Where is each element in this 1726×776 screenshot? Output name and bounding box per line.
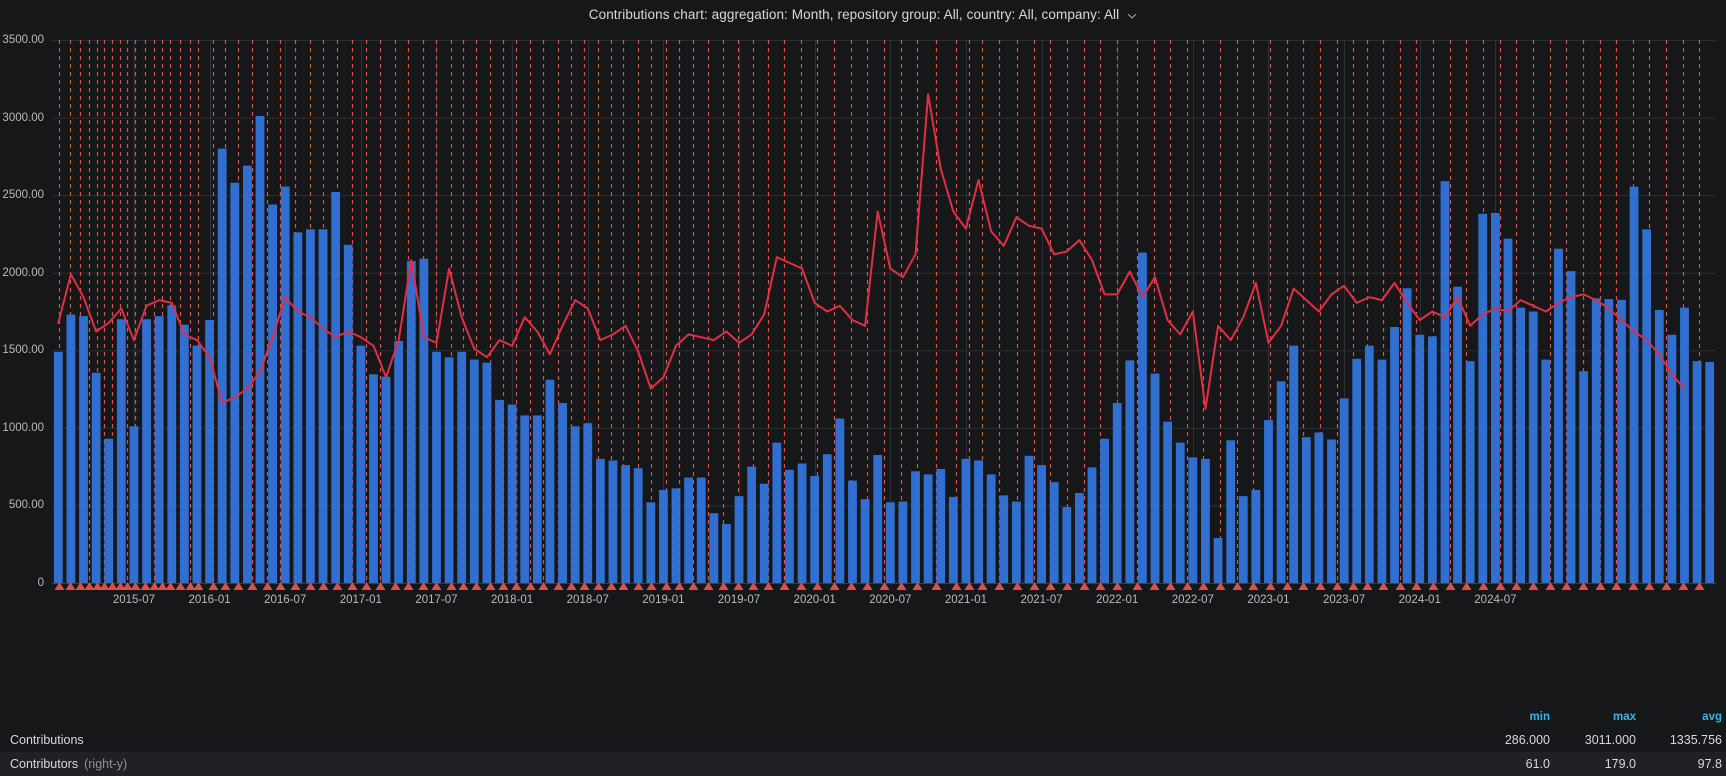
x-axis: 2015-07 2016-01 2016-07 2017-01 2017-07 2018-… [52,594,1716,612]
y-axis-tick-label: 2500.00 [2,189,44,202]
legend-max-value: 3011.000 [1584,733,1636,747]
x-axis-tick-label: 2015-07 [112,594,156,606]
x-axis-tick-label: 2020-07 [869,594,912,606]
legend-series-name: Contributors [10,757,79,771]
legend-stat-headers: min max avg [0,706,1726,728]
legend-series-name: Contributions [10,733,84,747]
x-axis-tick-label: 2017-07 [415,594,458,606]
legend-header-max: max [1612,711,1636,723]
page-title: Contributions chart: aggregation: Month,… [588,6,1120,22]
y-axis-tick-label: 2000.00 [2,266,44,279]
x-axis-tick-label: 2017-01 [339,594,382,606]
x-axis-tick-label: 2020-01 [793,594,836,606]
contributions-bars [53,116,1715,584]
legend-header-min: min [1529,711,1550,723]
legend-header-avg: avg [1702,711,1722,723]
x-axis-tick-label: 2022-01 [1096,594,1139,606]
legend-min-value: 286.000 [1504,733,1550,747]
contributors-line [57,93,1686,410]
plot-inner [52,40,1716,590]
x-axis-tick-label: 2016-01 [188,594,231,606]
x-axis-tick-label: 2023-07 [1323,594,1366,606]
legend-row-contributors[interactable]: Contributors (right-y) 61.0 179.0 97.8 [0,752,1726,776]
panel-title-menu[interactable]: Contributions chart: aggregation: Month,… [589,7,1138,22]
legend: min max avg Contributions 286.000 3011.0… [0,706,1726,776]
annotation-markers[interactable] [52,40,1716,593]
legend-avg-value: 1335.756 [1669,733,1722,747]
x-axis-tick-label: 2018-07 [566,594,609,606]
legend-series-axis-note: (right-y) [84,757,128,771]
x-axis-tick-label: 2022-07 [1171,594,1214,606]
x-axis-tick-label: 2018-01 [491,594,534,606]
x-axis-tick-label: 2021-07 [1020,594,1063,606]
legend-avg-value: 97.8 [1697,757,1722,771]
y-axis-tick-label: 1000.00 [2,421,44,434]
legend-min-value: 61.0 [1525,757,1550,771]
plot-region[interactable] [52,40,1716,590]
x-axis-tick-label: 2016-07 [264,594,307,606]
x-axis-tick-label: 2021-01 [944,594,988,606]
panel-header: Contributions chart: aggregation: Month,… [0,0,1726,28]
y-axis-tick-label: 3500.00 [2,34,44,46]
y-axis-tick-label: 1500.00 [2,344,44,357]
x-axis-tick-label: 2019-07 [717,594,761,606]
legend-max-value: 179.0 [1604,757,1636,771]
annotation-layer [58,40,1701,583]
y-axis-tick-label: 0 [37,577,44,589]
y-axis-tick-label: 3000.00 [2,111,44,124]
y-axis: 0 500.00 1000.00 1500.00 2000.00 2500.00 3000.… [0,34,50,589]
x-axis-tick-label: 2019-01 [642,594,685,606]
x-axis-tick-label: 2024-07 [1474,594,1517,606]
x-axis-tick-label: 2024-01 [1398,594,1441,606]
legend-row-contributions[interactable]: Contributions 286.000 3011.000 1335.756 [0,728,1726,752]
chevron-down-icon[interactable] [1126,10,1137,21]
x-axis-tick-label: 2023-01 [1247,594,1290,606]
y-axis-tick-label: 500.00 [8,499,44,512]
chart-area: 0 500.00 1000.00 1500.00 2000.00 2500.00 3000.… [0,28,1726,648]
